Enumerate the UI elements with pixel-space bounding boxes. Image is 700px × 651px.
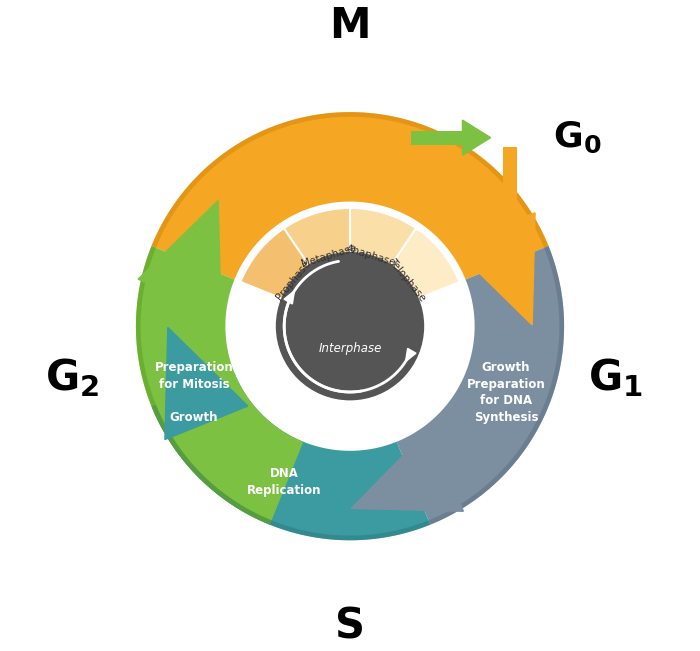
Circle shape xyxy=(276,253,424,400)
Polygon shape xyxy=(151,112,549,279)
Polygon shape xyxy=(503,147,517,218)
Polygon shape xyxy=(351,428,463,511)
Polygon shape xyxy=(136,246,303,525)
Polygon shape xyxy=(411,131,463,145)
Text: M: M xyxy=(329,5,371,47)
Text: Growth
Preparation
for DNA
Synthesis: Growth Preparation for DNA Synthesis xyxy=(466,361,545,424)
Text: DNA
Replication: DNA Replication xyxy=(246,467,321,497)
Text: Anaphase: Anaphase xyxy=(345,243,398,268)
Polygon shape xyxy=(405,348,416,361)
Polygon shape xyxy=(350,228,460,326)
Polygon shape xyxy=(428,246,564,525)
Polygon shape xyxy=(136,246,272,525)
Polygon shape xyxy=(492,218,527,246)
Polygon shape xyxy=(165,327,248,439)
Text: Preparation
for Mitosis

Growth: Preparation for Mitosis Growth xyxy=(155,361,234,424)
Polygon shape xyxy=(463,120,491,155)
Text: Telophase: Telophase xyxy=(387,256,427,303)
Polygon shape xyxy=(151,373,430,540)
Text: Metaphase: Metaphase xyxy=(300,243,358,270)
Polygon shape xyxy=(284,208,350,326)
Polygon shape xyxy=(452,213,535,325)
Polygon shape xyxy=(397,246,564,525)
Text: $\mathbf{G_0}$: $\mathbf{G_0}$ xyxy=(553,120,601,156)
Text: Prophase: Prophase xyxy=(274,258,312,302)
Text: $\mathbf{G_2}$: $\mathbf{G_2}$ xyxy=(45,356,99,399)
Text: S: S xyxy=(335,605,365,648)
Text: $\mathbf{G_1}$: $\mathbf{G_1}$ xyxy=(588,356,643,399)
Polygon shape xyxy=(284,291,295,304)
Polygon shape xyxy=(240,228,350,326)
Polygon shape xyxy=(151,405,430,540)
Text: Interphase: Interphase xyxy=(318,342,382,355)
Polygon shape xyxy=(138,201,221,312)
Polygon shape xyxy=(350,208,416,326)
Polygon shape xyxy=(151,112,549,248)
